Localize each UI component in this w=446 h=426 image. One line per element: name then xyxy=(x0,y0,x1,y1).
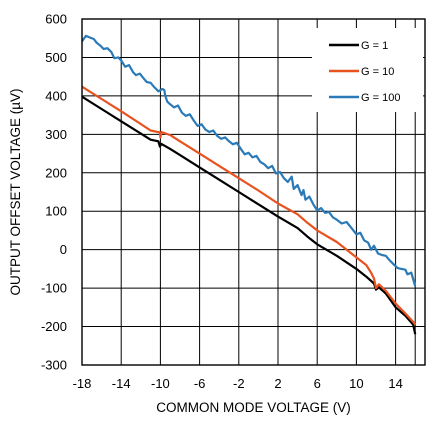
legend: G = 1 G = 10 G = 100 xyxy=(312,28,423,112)
x-tick-label: -18 xyxy=(73,376,92,391)
y-axis-title: OUTPUT OFFSET VOLTAGE (µV) xyxy=(8,88,23,295)
y-tick-label: 0 xyxy=(60,242,67,257)
x-tick-label: -10 xyxy=(151,376,170,391)
x-tick-label: 6 xyxy=(314,376,321,391)
x-tick-label: 14 xyxy=(388,376,402,391)
y-tick-label: 200 xyxy=(45,165,67,180)
y-tick-label: -200 xyxy=(41,319,67,334)
x-tick-label: 10 xyxy=(349,376,363,391)
y-tick-label: -300 xyxy=(41,358,67,373)
x-tick-label: -6 xyxy=(194,376,206,391)
tick-labels: -18 -14 -10 -6 -2 2 6 10 14 -300 -200 -100 0 100 200 30… xyxy=(41,12,403,392)
y-tick-label: -100 xyxy=(41,281,67,296)
plot-frame xyxy=(81,18,426,366)
y-tick-label: 400 xyxy=(45,88,67,103)
series-lines xyxy=(81,34,417,335)
legend-label: G = 10 xyxy=(361,66,394,78)
series-line-3 xyxy=(81,34,417,287)
legend-label: G = 1 xyxy=(361,40,388,52)
x-tick-label: 2 xyxy=(274,376,281,391)
series-line-2 xyxy=(81,85,417,326)
y-tick-label: 500 xyxy=(45,50,67,65)
x-axis-title: COMMON MODE VOLTAGE (V) xyxy=(156,400,351,415)
y-tick-label: 600 xyxy=(45,12,67,27)
y-tick-label: 300 xyxy=(45,127,67,142)
legend-label: G = 100 xyxy=(361,92,400,104)
y-tick-label: 100 xyxy=(45,204,67,219)
x-tick-label: -2 xyxy=(233,376,245,391)
series-line-1 xyxy=(81,95,417,335)
x-tick-label: -14 xyxy=(112,376,131,391)
